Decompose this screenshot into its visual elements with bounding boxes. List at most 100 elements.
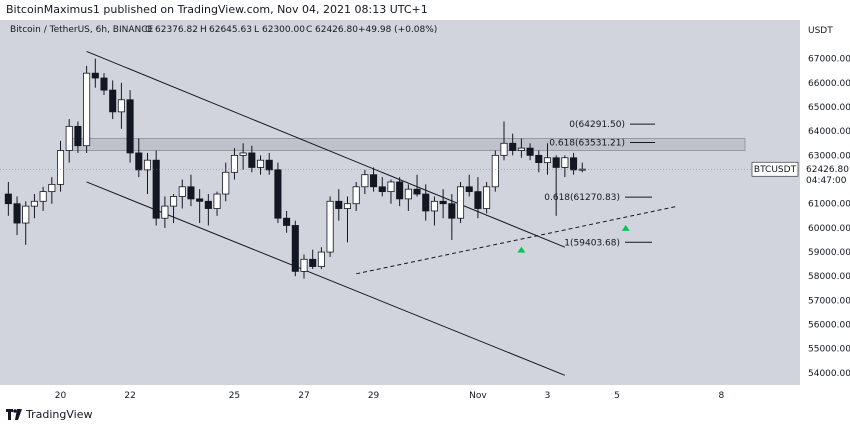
candle[interactable] — [517, 147, 525, 151]
price-tick-label: 58000.00 — [808, 272, 850, 282]
candle[interactable] — [535, 154, 543, 164]
candle[interactable] — [4, 193, 12, 205]
candle[interactable] — [91, 72, 99, 79]
fib-level-label: 1(59403.68) — [564, 238, 620, 248]
candle[interactable] — [570, 157, 578, 171]
candle[interactable] — [335, 200, 343, 209]
candle[interactable] — [161, 205, 169, 219]
candle[interactable] — [439, 200, 447, 205]
high-value: 62645.63 — [209, 25, 252, 35]
candle[interactable] — [143, 159, 152, 171]
support-line[interactable] — [356, 205, 679, 275]
candle[interactable] — [248, 152, 256, 168]
symbol-name: Bitcoin / TetherUS, 6h, BINANCE — [10, 25, 154, 35]
channel-upper-line[interactable] — [86, 50, 566, 248]
candle[interactable] — [178, 186, 186, 197]
candle[interactable] — [387, 181, 395, 193]
candle[interactable] — [378, 186, 386, 193]
candle[interactable] — [500, 142, 508, 156]
candle[interactable] — [13, 203, 21, 224]
candle[interactable] — [126, 99, 134, 154]
candle[interactable] — [561, 157, 569, 168]
last-price-label: 62426.80 — [806, 165, 849, 175]
price-chart[interactable]: Bitcoin / TetherUS, 6h, BINANCE O 62376.… — [0, 20, 850, 405]
candle[interactable] — [430, 200, 438, 212]
candle[interactable] — [456, 186, 465, 219]
candle[interactable] — [543, 157, 552, 164]
candle[interactable] — [413, 188, 421, 195]
candle[interactable] — [117, 99, 125, 113]
candle[interactable] — [65, 125, 73, 151]
candle[interactable] — [300, 258, 308, 272]
tradingview-logo: TradingView — [6, 408, 92, 421]
candle[interactable] — [30, 200, 38, 207]
candle[interactable] — [213, 193, 221, 209]
candle[interactable] — [230, 154, 238, 173]
candle[interactable] — [265, 159, 273, 171]
publish-info: BitcoinMaximus1 published on TradingView… — [6, 3, 428, 16]
footer: TradingView — [0, 405, 850, 427]
candle[interactable] — [491, 154, 499, 188]
candle[interactable] — [83, 72, 91, 147]
candle[interactable] — [474, 191, 482, 209]
time-axis[interactable] — [0, 385, 850, 405]
chart-svg[interactable]: Bitcoin / TetherUS, 6h, BINANCE O 62376.… — [0, 20, 850, 405]
time-tick-label: 8 — [719, 391, 725, 401]
candle[interactable] — [274, 169, 282, 219]
candle[interactable] — [256, 159, 265, 168]
candle[interactable] — [187, 186, 195, 200]
candle[interactable] — [465, 186, 473, 193]
candle[interactable] — [326, 200, 334, 253]
time-tick-label: 22 — [124, 391, 135, 401]
candle[interactable] — [352, 186, 360, 205]
time-tick-label: 25 — [229, 391, 240, 401]
candle[interactable] — [239, 152, 247, 156]
candle[interactable] — [483, 186, 491, 209]
price-tick-label: 61000.00 — [808, 200, 850, 210]
change-value: +49.98 (+0.08%) — [358, 25, 437, 35]
price-axis[interactable] — [800, 20, 850, 385]
candle[interactable] — [291, 225, 299, 272]
candle[interactable] — [152, 159, 160, 219]
candle[interactable] — [552, 157, 560, 168]
tradingview-logo-icon — [6, 409, 22, 420]
candle[interactable] — [509, 142, 517, 151]
candle[interactable] — [370, 174, 378, 188]
time-tick-label: Nov — [469, 391, 487, 401]
fib-level-label: 0.618(61270.83) — [544, 193, 620, 203]
candle[interactable] — [170, 196, 178, 207]
low-value: 62300.00 — [262, 25, 305, 35]
candle[interactable] — [317, 251, 325, 267]
candle[interactable] — [48, 183, 56, 193]
candle[interactable] — [56, 150, 65, 185]
candle[interactable] — [100, 77, 108, 91]
candle[interactable] — [135, 152, 143, 171]
candle[interactable] — [396, 181, 404, 200]
candle[interactable] — [22, 205, 30, 224]
candle[interactable] — [196, 198, 204, 202]
price-tick-label: 67000.00 — [808, 55, 850, 65]
price-tick-label: 54000.00 — [808, 369, 850, 379]
candle[interactable] — [448, 203, 456, 219]
candle[interactable] — [283, 217, 291, 226]
candle[interactable] — [404, 188, 412, 200]
open-label: O — [145, 25, 152, 35]
axis-unit: USDT — [808, 26, 833, 36]
price-tick-label: 63000.00 — [808, 151, 850, 161]
symbol-badge-label: BTCUSDT — [754, 165, 797, 175]
time-tick-label: 5 — [614, 391, 620, 401]
candle[interactable] — [309, 258, 317, 267]
candle[interactable] — [74, 125, 82, 147]
candle[interactable] — [109, 89, 117, 113]
green-triangle-marker — [621, 224, 630, 231]
time-tick-label: 3 — [545, 391, 551, 401]
candle[interactable] — [361, 174, 369, 188]
candle[interactable] — [39, 191, 47, 202]
candle[interactable] — [422, 193, 430, 212]
candle[interactable] — [526, 147, 534, 156]
resistance-zone[interactable] — [67, 138, 746, 151]
candle[interactable] — [222, 171, 230, 195]
candle[interactable] — [343, 203, 352, 209]
low-label: L — [254, 25, 259, 35]
candle[interactable] — [204, 200, 212, 209]
